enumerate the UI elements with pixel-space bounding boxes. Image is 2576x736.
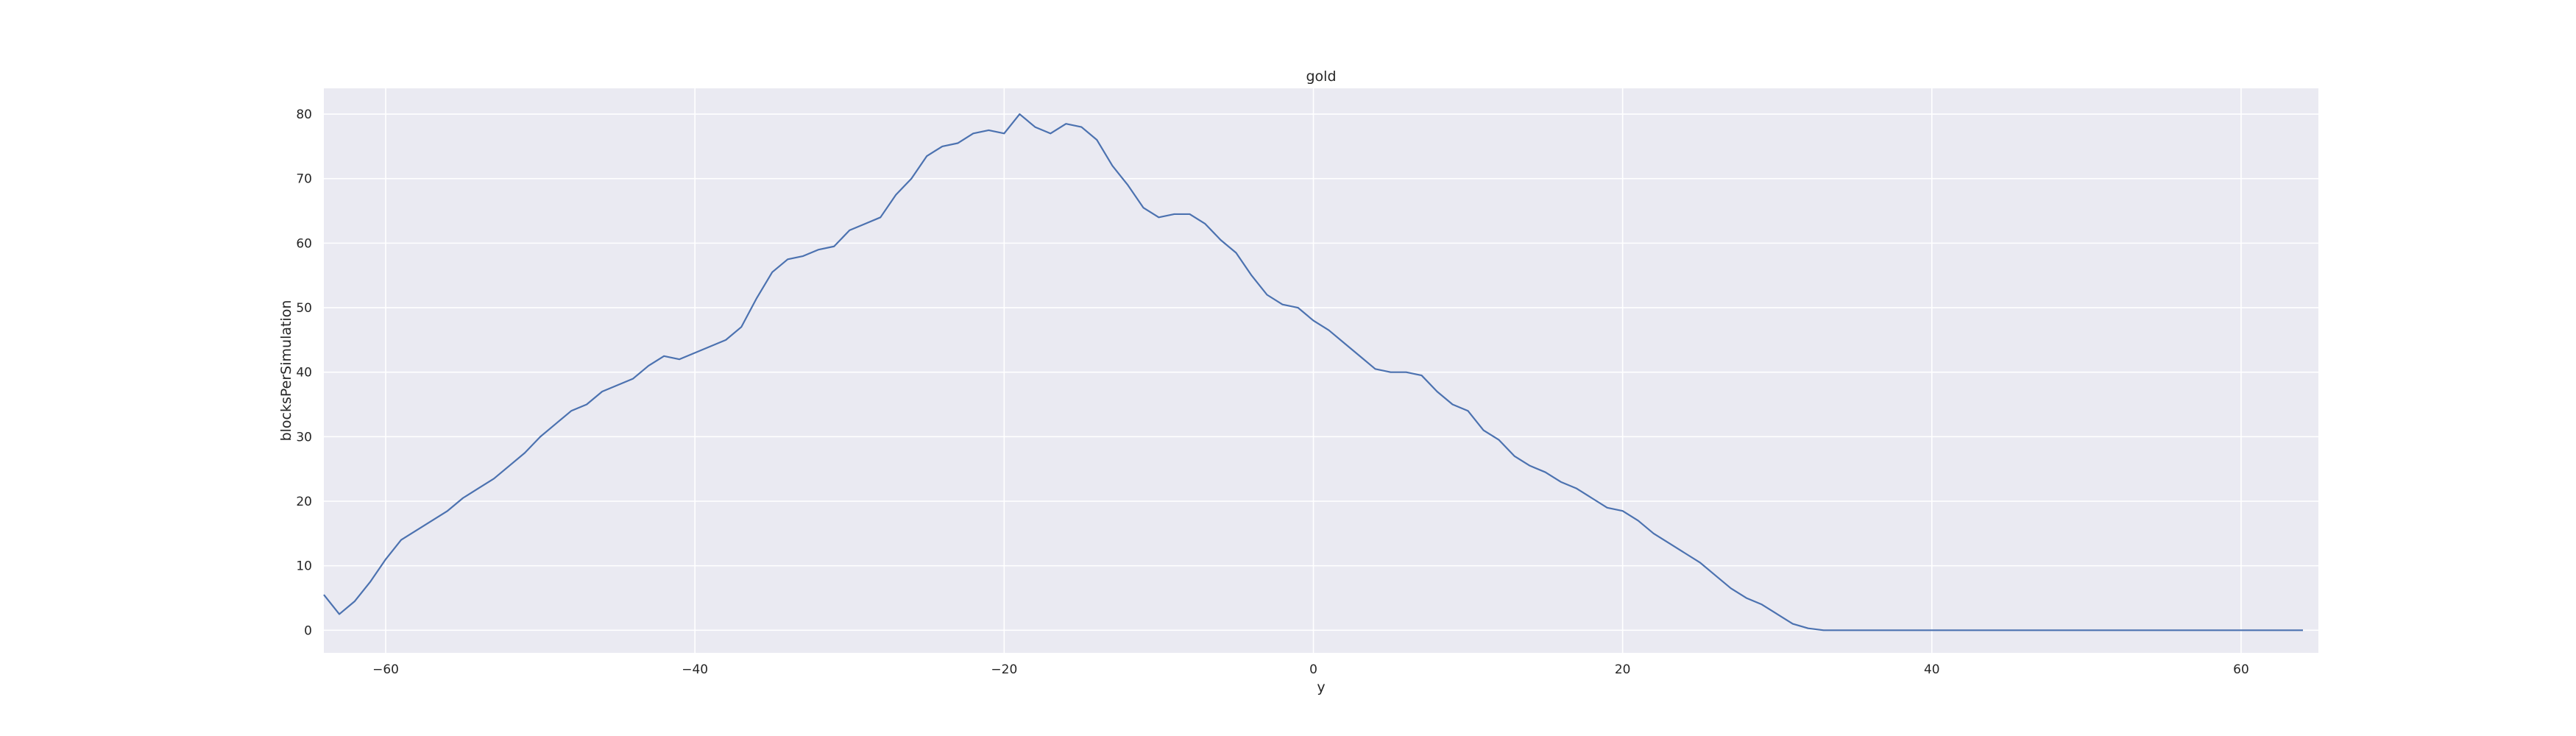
series-line (323, 113, 2303, 631)
x-tick-label: 20 (1615, 662, 1631, 677)
y-tick-label: 50 (296, 301, 312, 316)
y-tick-label: 30 (296, 430, 312, 445)
y-axis-label: blocksPerSimulation (278, 300, 294, 442)
x-tick-label: −40 (682, 662, 708, 677)
x-tick-label: −60 (372, 662, 399, 677)
tick-labels: −60 −40 −20 0 20 40 60 0 10 20 30 40 50 60 70 80 (296, 107, 2248, 677)
chart-title: gold (1306, 68, 1336, 85)
y-tick-label: 10 (296, 559, 312, 574)
y-tick-label: 0 (304, 623, 312, 638)
y-tick-label: 80 (296, 107, 312, 122)
grid-lines (324, 88, 2318, 653)
x-tick-label: −20 (991, 662, 1017, 677)
x-tick-label: 40 (1924, 662, 1940, 677)
plot-background (324, 88, 2318, 653)
series-layer (323, 113, 2303, 631)
x-axis-label: y (1317, 679, 1325, 696)
x-tick-label: 0 (1309, 662, 1317, 677)
y-tick-label: 40 (296, 366, 312, 381)
y-tick-label: 20 (296, 495, 312, 509)
x-tick-label: 60 (2233, 662, 2249, 677)
y-tick-label: 70 (296, 172, 312, 187)
y-tick-label: 60 (296, 236, 312, 251)
